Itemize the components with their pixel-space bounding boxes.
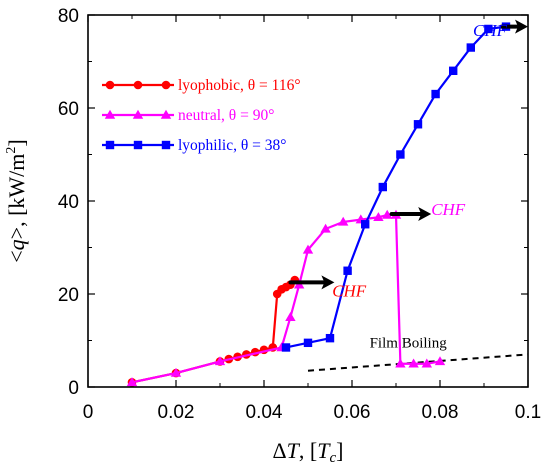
annotations: CHF CHF CHF Film Boiling — [288, 19, 528, 351]
x-axis-title-var: T — [287, 438, 301, 463]
x-tick-label: 0.08 — [422, 402, 459, 423]
x-axis-title-bracket-close: ] — [336, 438, 343, 463]
x-tick-label: 0.06 — [334, 402, 371, 423]
lyophilic-theta-38-point — [431, 89, 440, 99]
data-series — [126, 22, 529, 387]
neutral-theta-90-point — [285, 312, 296, 321]
lyophilic-theta-38-point — [361, 220, 370, 229]
lyophilic-theta-38-legend-marker — [105, 140, 115, 150]
neutral-theta-90-point — [302, 244, 314, 254]
neutral-theta-90-legend-marker — [160, 109, 172, 119]
neutral-theta-90-point — [126, 377, 138, 387]
chf-arrow-head — [515, 19, 528, 34]
neutral-theta-90-point — [170, 367, 182, 377]
x-axis-title-delta: Δ — [273, 438, 287, 463]
film-boiling-trend-line — [307, 353, 529, 372]
x-tick-label: 0.1 — [515, 402, 541, 423]
lyophobic-theta-116-legend-marker — [161, 80, 171, 90]
x-axis-title-bracket-open: , [ — [299, 438, 317, 463]
neutral-theta-90-point — [320, 223, 331, 233]
y-axis-title-var: < — [4, 250, 29, 262]
lyophilic-theta-38-point — [484, 24, 493, 34]
x-tick-label: 0 — [83, 402, 94, 423]
y-tick-label: 80 — [58, 6, 79, 27]
chf-label: CHF — [431, 200, 466, 219]
plot-frame — [87, 14, 529, 388]
lyophilic-theta-38-point — [325, 333, 335, 343]
neutral-theta-90-point — [408, 358, 419, 368]
chf-label: CHF — [332, 281, 367, 300]
neutral-theta-90-series-line — [131, 213, 441, 384]
neutral-theta-90-point — [434, 356, 446, 366]
chf-arrow-head — [418, 207, 432, 222]
lyophilic-theta-38-point — [396, 150, 405, 159]
axis-tick-labels: 0 0.02 0.04 0.06 0.08 0.1 0 20 40 60 80 — [58, 6, 541, 423]
neutral-theta-90-point — [373, 212, 384, 222]
y-tick-label: 20 — [58, 285, 79, 306]
x-axis-title-subscript: c — [329, 450, 336, 466]
neutral-theta-90-legend-marker — [104, 109, 116, 119]
lyophobic-theta-116-legend-label: lyophobic, θ = 116° — [178, 77, 301, 94]
y-axis-title: <q>, [kW/m2] — [4, 139, 29, 262]
lyophobic-theta-116-legend-marker — [133, 80, 143, 90]
lyophilic-theta-38-point — [343, 266, 352, 275]
x-axis-title: ΔT, [Tc] — [273, 438, 344, 466]
y-tick-label: 0 — [68, 378, 79, 399]
chf-arrow-head — [321, 275, 335, 290]
y-tick-label: 40 — [58, 192, 79, 213]
neutral-theta-90-point — [382, 209, 393, 219]
lyophilic-theta-38-point — [449, 66, 458, 75]
y-axis-title-q: q — [4, 239, 29, 250]
neutral-theta-90-point — [421, 358, 432, 368]
lyophobic-theta-116-legend-marker — [105, 80, 115, 90]
y-tick-label: 60 — [58, 99, 79, 120]
y-axis-title-close: ] — [4, 139, 29, 146]
lyophilic-theta-38-legend-marker — [133, 140, 143, 150]
neutral-theta-90-legend-marker — [132, 109, 144, 119]
x-tick-label: 0.02 — [158, 402, 195, 423]
neutral-theta-90-point — [395, 358, 406, 368]
x-tick-label: 0.04 — [246, 402, 283, 423]
lyophilic-theta-38-series-line — [285, 25, 507, 349]
neutral-theta-90-legend-label: neutral, θ = 90° — [178, 107, 274, 124]
film-boiling-label: Film Boiling — [370, 335, 448, 351]
y-axis-title-rest: >, [kW/m — [4, 154, 29, 240]
legend: lyophobic, θ = 116° neutral, θ = 90° lyoph… — [102, 77, 301, 154]
lyophilic-theta-38-point — [378, 182, 387, 192]
lyophilic-theta-38-point — [281, 343, 291, 352]
lyophobic-theta-116-series-line — [131, 279, 296, 384]
lyophilic-theta-38-point — [303, 338, 313, 348]
neutral-theta-90-point — [338, 216, 349, 226]
chf-label: CHF — [473, 21, 508, 40]
x-axis-title-unit: T — [317, 438, 331, 463]
lyophilic-theta-38-point — [413, 120, 423, 129]
y-axis-title-superscript: 2 — [4, 147, 19, 154]
lyophilic-theta-38-point — [466, 43, 475, 52]
neutral-theta-90-point — [214, 356, 226, 366]
lyophilic-theta-38-legend-label: lyophilic, θ = 38° — [178, 137, 286, 154]
lyophilic-theta-38-legend-marker — [161, 140, 171, 150]
